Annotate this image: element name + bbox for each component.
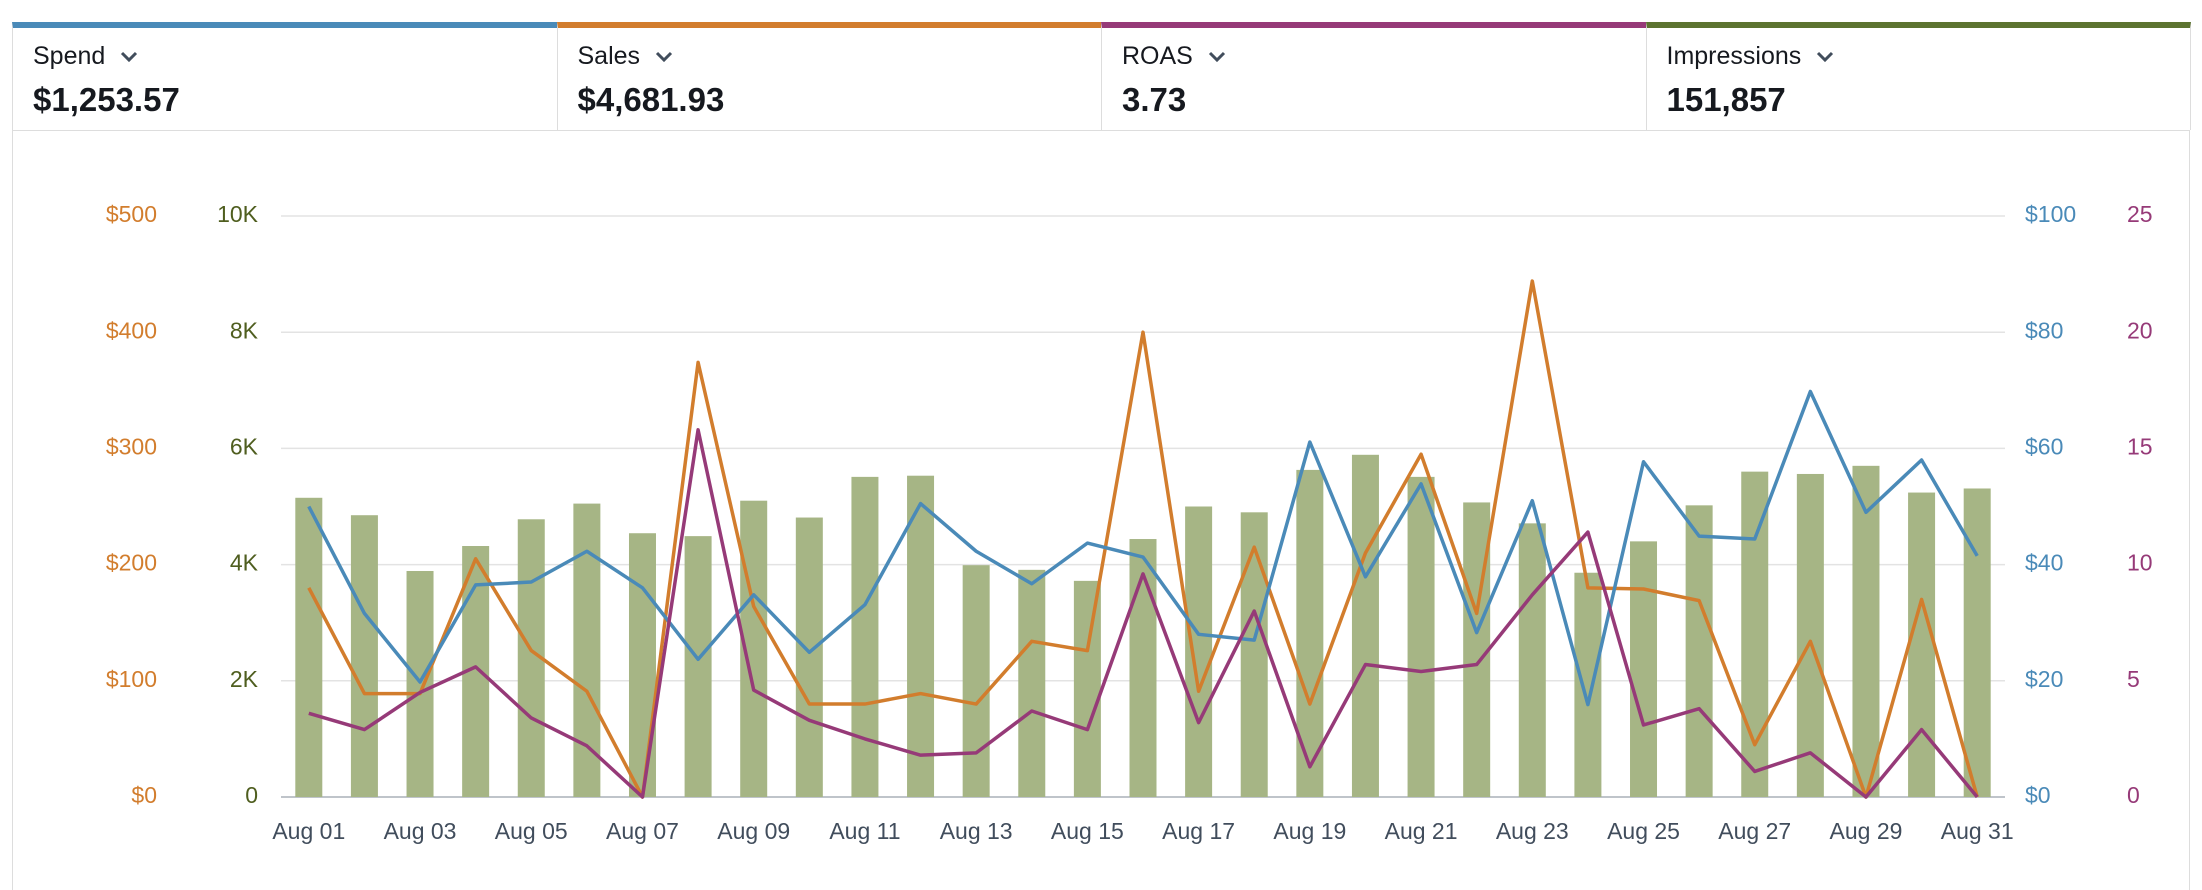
y-tick-label: $100 xyxy=(106,666,157,692)
bar xyxy=(962,565,990,797)
bar xyxy=(1963,488,1991,797)
dropdown-chevron[interactable] xyxy=(1207,50,1227,64)
metric-label: Spend xyxy=(33,42,106,70)
y-tick-label: $500 xyxy=(106,201,157,227)
bar xyxy=(1518,523,1546,797)
line-series xyxy=(307,389,1979,707)
metric-label-row: ROAS xyxy=(1122,42,1626,71)
metric-label-row: Impressions xyxy=(1667,42,2171,71)
bar xyxy=(628,533,656,797)
x-tick-label: Aug 23 xyxy=(1496,818,1569,844)
y-tick-label: $100 xyxy=(2025,201,2076,227)
metric-label-row: Spend xyxy=(33,42,537,71)
x-tick-label: Aug 09 xyxy=(717,818,790,844)
x-tick-label: Aug 11 xyxy=(829,818,900,844)
bar xyxy=(1129,539,1157,797)
x-tick-label: Aug 29 xyxy=(1830,818,1903,844)
bar xyxy=(1630,541,1658,797)
y-tick-label: 0 xyxy=(2127,782,2140,808)
y-tick-label: 10K xyxy=(217,201,259,227)
dropdown-chevron[interactable] xyxy=(654,50,674,64)
bar xyxy=(795,517,823,797)
y-tick-label: 10 xyxy=(2127,550,2153,576)
x-tick-label: Aug 25 xyxy=(1607,818,1680,844)
bar xyxy=(1685,505,1713,797)
metric-card[interactable]: ROAS 3.73 xyxy=(1101,22,1647,130)
x-tick-label: Aug 27 xyxy=(1718,818,1791,844)
line-series xyxy=(307,279,1979,799)
x-tick-label: Aug 13 xyxy=(940,818,1013,844)
bar xyxy=(1073,580,1101,797)
bar xyxy=(295,497,323,797)
metric-label: Impressions xyxy=(1666,42,1802,70)
bar xyxy=(1852,465,1880,797)
dropdown-chevron[interactable] xyxy=(119,50,139,64)
x-tick-label: Aug 31 xyxy=(1941,818,2014,844)
bar xyxy=(851,476,879,797)
line-series xyxy=(308,428,1979,799)
x-tick-label: Aug 05 xyxy=(495,818,568,844)
y-tick-label: 4K xyxy=(230,550,259,576)
y-tick-label: $0 xyxy=(131,782,157,808)
y-tick-label: 0 xyxy=(245,782,258,808)
x-tick-label: Aug 03 xyxy=(384,818,457,844)
bar xyxy=(1185,506,1213,797)
metric-cards: Spend $1,253.57 Sales $4,681.93 ROAS 3.73 Impr… xyxy=(12,22,2191,131)
y-tick-label: 25 xyxy=(2127,201,2153,227)
metric-label: Sales xyxy=(577,42,641,70)
bar xyxy=(350,515,378,797)
metric-card[interactable]: Spend $1,253.57 xyxy=(12,22,558,130)
y-tick-label: $60 xyxy=(2025,433,2063,459)
dropdown-chevron[interactable] xyxy=(1815,50,1835,64)
y-tick-label: 20 xyxy=(2127,317,2153,343)
metric-value: 151,857 xyxy=(1666,81,1786,118)
x-tick-label: Aug 15 xyxy=(1051,818,1124,844)
metric-label-row: Sales xyxy=(578,42,1082,71)
metric-card[interactable]: Sales $4,681.93 xyxy=(556,22,1102,130)
x-tick-label: Aug 07 xyxy=(606,818,679,844)
chart-panel xyxy=(12,130,2190,890)
bar xyxy=(406,570,434,797)
bar xyxy=(1240,512,1268,797)
bar xyxy=(907,475,935,797)
metric-value: $4,681.93 xyxy=(577,81,725,118)
y-tick-label: $300 xyxy=(106,433,157,459)
metric-value: 3.73 xyxy=(1122,81,1187,118)
y-tick-label: $200 xyxy=(106,550,157,576)
metric-label: ROAS xyxy=(1122,42,1193,70)
y-tick-label: 5 xyxy=(2127,666,2140,692)
y-tick-label: 6K xyxy=(230,433,259,459)
x-tick-label: Aug 19 xyxy=(1273,818,1346,844)
y-tick-label: $20 xyxy=(2025,666,2063,692)
bar xyxy=(1407,476,1435,797)
y-tick-label: $400 xyxy=(106,317,157,343)
x-tick-label: Aug 21 xyxy=(1385,818,1458,844)
bar xyxy=(1574,572,1602,797)
bar xyxy=(1351,454,1379,797)
y-tick-label: 8K xyxy=(230,317,259,343)
bar xyxy=(1796,473,1824,797)
bar xyxy=(1741,471,1769,797)
y-tick-label: 15 xyxy=(2127,433,2153,459)
bar xyxy=(1908,492,1936,797)
bar xyxy=(684,536,712,797)
y-tick-label: $40 xyxy=(2025,550,2063,576)
x-tick-label: Aug 17 xyxy=(1162,818,1235,844)
metric-card[interactable]: Impressions 151,857 xyxy=(1645,22,2191,130)
y-tick-label: 2K xyxy=(230,666,259,692)
bar xyxy=(1018,569,1046,797)
y-tick-label: $80 xyxy=(2025,317,2063,343)
y-tick-label: $0 xyxy=(2025,782,2051,808)
metric-value: $1,253.57 xyxy=(33,81,180,118)
x-tick-label: Aug 01 xyxy=(272,818,345,844)
